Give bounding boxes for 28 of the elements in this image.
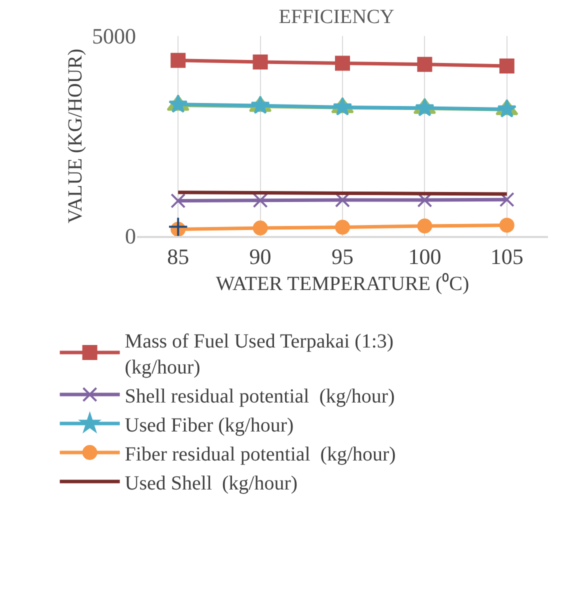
point <box>335 192 350 208</box>
chart-title: EFFICIENCY <box>278 6 394 28</box>
x-tick-label: 85 <box>167 244 190 270</box>
y-tick-label: 5000 <box>92 24 136 49</box>
x-tick-label: 90 <box>249 244 272 270</box>
point <box>499 58 514 74</box>
legend-label: Used Fiber (kg/hour) <box>124 414 294 436</box>
point <box>417 56 432 72</box>
point <box>417 218 432 234</box>
x-tick-label: 100 <box>408 244 442 270</box>
point <box>170 193 186 208</box>
point <box>252 220 268 236</box>
point <box>170 52 186 68</box>
legend-label: Used Shell (kg/hour) <box>124 472 298 494</box>
point <box>335 220 350 235</box>
point <box>499 218 514 233</box>
legend-label: Shell residual potential (kg/hour) <box>124 385 395 408</box>
legend-label: Mass of Fuel Used Terpakai (1:3) (kg/hour) <box>124 330 394 378</box>
point <box>335 56 350 71</box>
point <box>252 192 268 208</box>
point <box>168 216 188 236</box>
x-tick-label: 105 <box>490 244 524 270</box>
point <box>252 54 268 70</box>
x-tick-label: 95 <box>332 244 354 270</box>
y-axis-title: VALUE (KG/HOUR) <box>64 48 86 224</box>
y-tick-label: 0 <box>125 224 136 249</box>
legend-label: Fiber residual potential (kg/hour) <box>124 443 396 466</box>
x-axis-title: WATER TEMPERATURE (⁰C) <box>216 272 470 296</box>
